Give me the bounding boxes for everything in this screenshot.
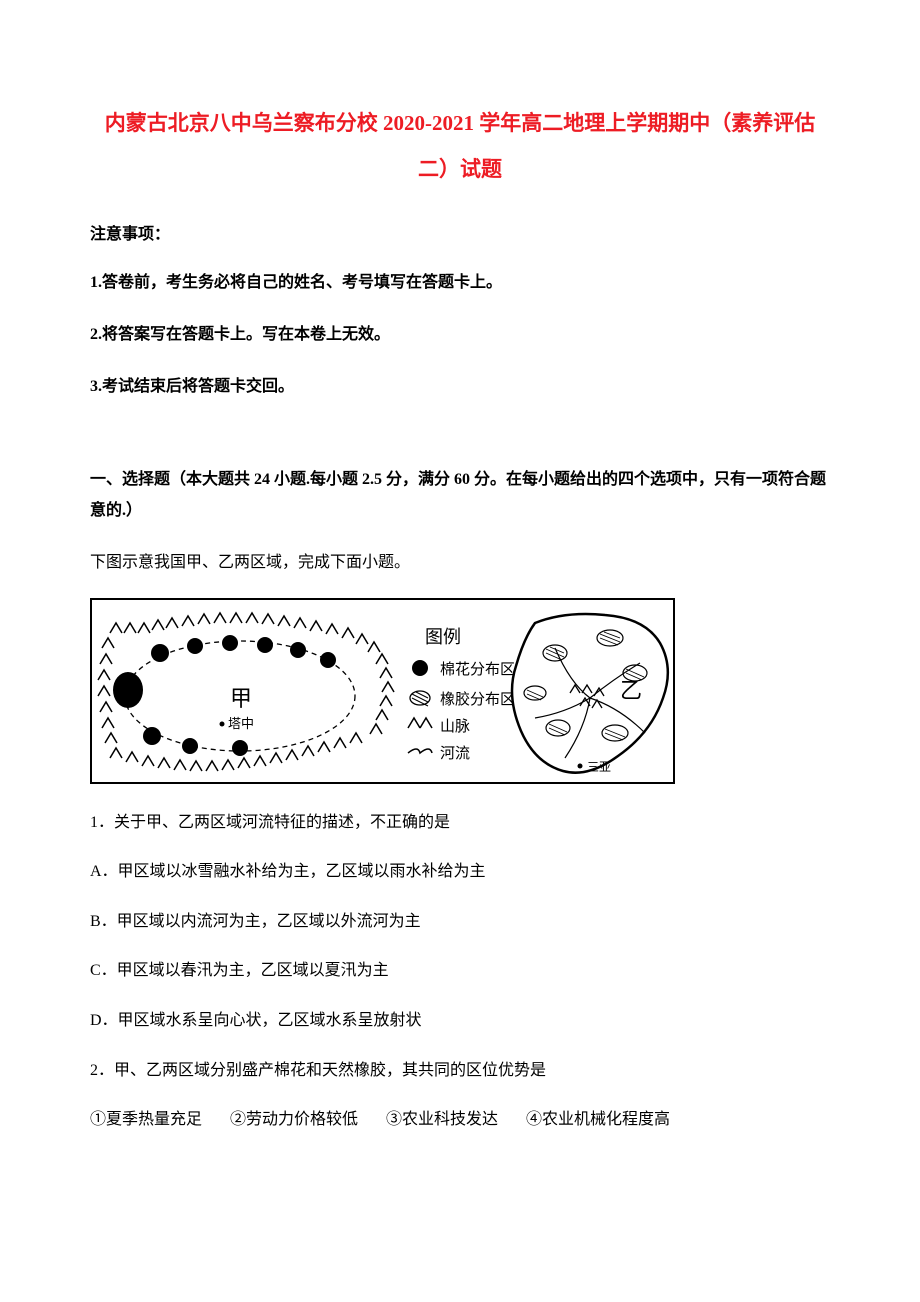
region-yi-label: 乙 xyxy=(620,678,642,703)
q1-option-d: D．甲区域水系呈向心状，乙区域水系呈放射状 xyxy=(90,1008,830,1034)
city-sanya: 三亚 xyxy=(587,760,611,774)
q1-option-c: C．甲区域以春汛为主，乙区域以夏汛为主 xyxy=(90,958,830,984)
legend-cotton: 棉花分布区 xyxy=(440,661,515,678)
q1-option-a: A．甲区域以冰雪融水补给为主，乙区域以雨水补给为主 xyxy=(90,859,830,885)
q2-opt-3: ③农业科技发达 xyxy=(386,1111,498,1128)
question-group-intro: 下图示意我国甲、乙两区域，完成下面小题。 xyxy=(90,550,830,576)
q2-opt-2: ②劳动力价格较低 xyxy=(230,1111,358,1128)
legend-title: 图例 xyxy=(425,627,461,647)
notice-heading: 注意事项： xyxy=(90,220,830,244)
exam-title: 内蒙古北京八中乌兰察布分校 2020-2021 学年高二地理上学期期中（素养评估… xyxy=(90,100,830,192)
section-1-heading: 一、选择题（本大题共 24 小题.每小题 2.5 分，满分 60 分。在每小题给… xyxy=(90,465,830,526)
notice-item-3: 3.考试结束后将答题卡交回。 xyxy=(90,374,830,400)
map-figure: 甲 塔中 图例 棉花分布区 橡胶分布区 山脉 河流 xyxy=(90,598,830,784)
q2-opt-4: ④农业机械化程度高 xyxy=(526,1111,670,1128)
q2-stem: 2．甲、乙两区域分别盛产棉花和天然橡胶，其共同的区位优势是 xyxy=(90,1058,830,1084)
region-jia-label: 甲 xyxy=(230,686,252,711)
legend-rubber: 橡胶分布区 xyxy=(440,691,515,708)
region-jia-sublabel: 塔中 xyxy=(228,716,254,731)
q2-opt-1: ①夏季热量充足 xyxy=(90,1111,202,1128)
map-svg: 甲 塔中 图例 棉花分布区 橡胶分布区 山脉 河流 xyxy=(90,598,675,784)
legend-mountain: 山脉 xyxy=(440,718,470,735)
q1-stem: 1．关于甲、乙两区域河流特征的描述，不正确的是 xyxy=(90,810,830,836)
notice-item-2: 2.将答案写在答题卡上。写在本卷上无效。 xyxy=(90,322,830,348)
q2-inline-options: ①夏季热量充足 ②劳动力价格较低 ③农业科技发达 ④农业机械化程度高 xyxy=(90,1107,830,1133)
q1-option-b: B．甲区域以内流河为主，乙区域以外流河为主 xyxy=(90,909,830,935)
notice-item-1: 1.答卷前，考生务必将自己的姓名、考号填写在答题卡上。 xyxy=(90,270,830,296)
legend-river: 河流 xyxy=(440,745,470,762)
